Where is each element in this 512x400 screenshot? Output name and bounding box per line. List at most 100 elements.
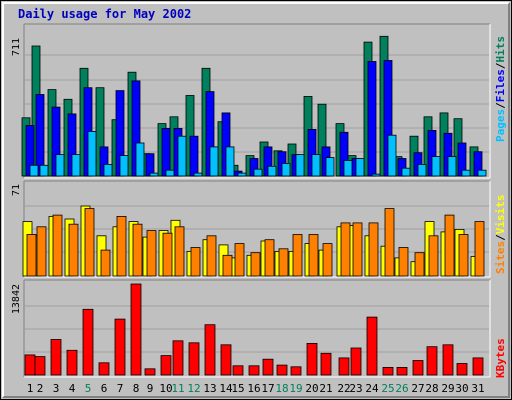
- bar-files-day-10: [161, 127, 171, 177]
- bar-kbytes-day-10: [160, 355, 172, 376]
- bar-visits-day-19: [292, 234, 303, 277]
- max-label-top: 711: [11, 38, 22, 56]
- bar-visits-day-26: [398, 247, 409, 277]
- bar-kbytes-day-6: [98, 362, 110, 376]
- bar-kbytes-day-7: [114, 318, 126, 376]
- day-label-25: 25: [381, 382, 394, 395]
- bar-kbytes-day-19: [290, 366, 302, 376]
- bar-pages-day-14: [225, 146, 235, 177]
- bar-files-day-2: [35, 94, 45, 177]
- bar-visits-day-2: [36, 226, 47, 277]
- bar-pages-day-20: [311, 154, 321, 177]
- day-label-6: 6: [101, 382, 108, 395]
- bar-visits-day-8: [132, 223, 143, 277]
- bar-kbytes-day-20: [306, 342, 318, 376]
- chart-title: Daily usage for May 2002: [18, 7, 192, 21]
- bar-pages-day-30: [461, 169, 471, 177]
- bar-kbytes-day-12: [188, 342, 200, 376]
- bar-visits-day-5: [84, 208, 95, 277]
- bar-pages-day-16: [253, 168, 263, 177]
- bar-pages-day-22: [343, 160, 353, 177]
- day-label-3: 3: [53, 382, 60, 395]
- bar-visits-day-28: [428, 235, 439, 277]
- day-label-16: 16: [247, 382, 260, 395]
- bar-pages-day-31: [477, 169, 487, 177]
- day-label-21: 21: [319, 382, 332, 395]
- bar-visits-day-22: [340, 222, 351, 277]
- day-label-8: 8: [133, 382, 140, 395]
- legend-bottom-item: KBytes: [494, 338, 507, 378]
- bar-visits-day-20: [308, 234, 319, 277]
- bar-pages-day-29: [447, 156, 457, 177]
- bar-visits-day-27: [414, 252, 425, 277]
- bar-kbytes-day-21: [320, 352, 332, 376]
- bar-pages-day-26: [401, 167, 411, 177]
- day-label-27: 27: [411, 382, 424, 395]
- day-label-26: 26: [395, 382, 408, 395]
- bar-kbytes-day-30: [456, 363, 468, 376]
- bar-kbytes-day-22: [338, 357, 350, 376]
- bar-visits-day-17: [264, 239, 275, 277]
- day-label-2: 2: [37, 382, 44, 395]
- bar-pages-day-11: [177, 135, 187, 177]
- day-label-15: 15: [231, 382, 244, 395]
- day-label-5: 5: [85, 382, 92, 395]
- bar-pages-day-8: [135, 142, 145, 177]
- bar-pages-day-5: [87, 130, 97, 177]
- bar-visits-day-7: [116, 215, 127, 277]
- day-label-23: 23: [349, 382, 362, 395]
- bar-kbytes-day-1: [24, 354, 36, 376]
- bar-pages-day-2: [39, 164, 49, 177]
- day-label-7: 7: [117, 382, 124, 395]
- bar-visits-day-30: [458, 234, 469, 277]
- bar-pages-day-12: [193, 172, 203, 177]
- legend-top: Pages/Files/Hits: [494, 36, 507, 142]
- bar-kbytes-day-28: [426, 346, 438, 376]
- legend-middle-item: Visits: [494, 195, 507, 235]
- bar-kbytes-day-31: [472, 357, 484, 376]
- legend-top-item: Hits: [494, 36, 507, 63]
- day-label-24: 24: [365, 382, 379, 395]
- legend-middle-item: /: [494, 234, 507, 241]
- bar-pages-day-19: [295, 154, 305, 177]
- bar-visits-day-3: [52, 214, 63, 277]
- legend-top-item: /: [494, 62, 507, 69]
- max-label-middle: 71: [11, 184, 22, 196]
- bar-kbytes-day-23: [350, 347, 362, 376]
- legend-middle-item: Sites: [494, 241, 507, 274]
- bar-pages-day-6: [103, 163, 113, 177]
- bar-kbytes-day-15: [232, 365, 244, 376]
- day-label-14: 14: [219, 382, 233, 395]
- bar-visits-day-18: [278, 248, 289, 277]
- bar-pages-day-15: [237, 172, 247, 177]
- bar-kbytes-day-29: [442, 344, 454, 376]
- legend-top-item: /: [494, 102, 507, 109]
- bar-pages-day-4: [71, 154, 81, 177]
- bar-kbytes-day-3: [50, 339, 62, 376]
- day-label-19: 19: [289, 382, 302, 395]
- bar-visits-day-10: [162, 232, 173, 277]
- bar-kbytes-day-2: [34, 356, 46, 376]
- legend-middle: Sites/Visits: [494, 195, 507, 275]
- legend-top-item: Pages: [494, 109, 507, 142]
- legend-top-item: Files: [494, 69, 507, 102]
- bar-kbytes-day-24: [366, 316, 378, 376]
- bar-kbytes-day-25: [382, 366, 394, 376]
- legend-bottom: KBytes: [494, 338, 507, 378]
- day-label-30: 30: [455, 382, 468, 395]
- bar-kbytes-day-27: [412, 360, 424, 376]
- max-label-bottom: 13842: [11, 284, 22, 314]
- bar-visits-day-31: [474, 221, 485, 277]
- bar-pages-day-24: [371, 173, 381, 177]
- bar-pages-day-21: [325, 157, 335, 177]
- bar-pages-day-25: [387, 134, 397, 177]
- bar-kbytes-day-18: [276, 364, 288, 376]
- bar-pages-day-1: [29, 164, 39, 177]
- bar-kbytes-day-11: [172, 340, 184, 376]
- bar-visits-day-16: [250, 252, 261, 277]
- bar-files-day-12: [189, 135, 199, 177]
- day-label-9: 9: [147, 382, 154, 395]
- bar-visits-day-15: [234, 243, 245, 277]
- bar-kbytes-day-16: [248, 365, 260, 376]
